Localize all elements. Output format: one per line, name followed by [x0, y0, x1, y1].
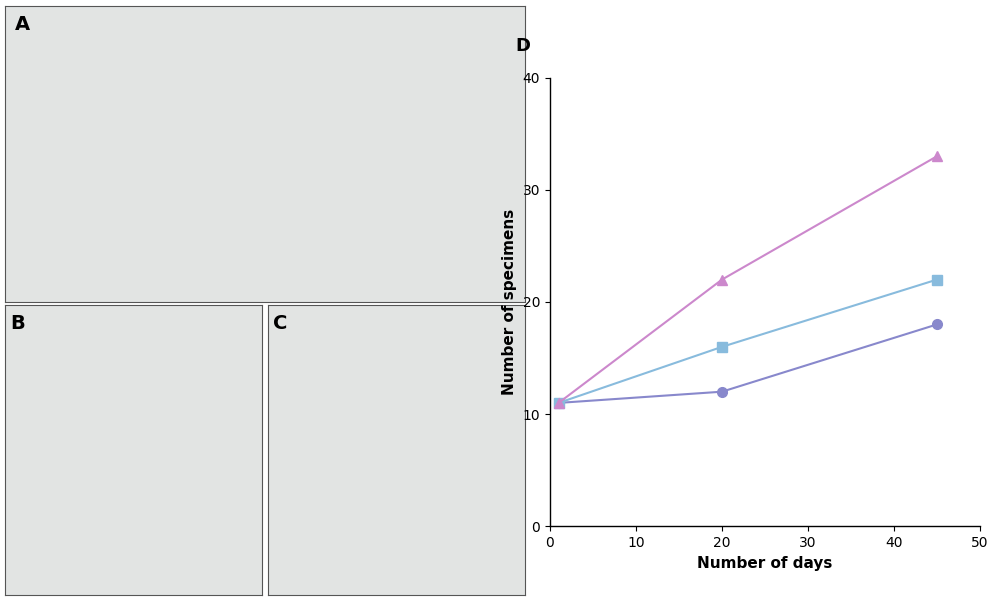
Text: B: B [10, 314, 25, 332]
Text: C: C [273, 314, 288, 332]
Y-axis label: Number of specimens: Number of specimens [502, 209, 517, 395]
Text: A: A [15, 15, 31, 34]
X-axis label: Number of days: Number of days [697, 556, 833, 570]
Text: D: D [516, 37, 531, 56]
